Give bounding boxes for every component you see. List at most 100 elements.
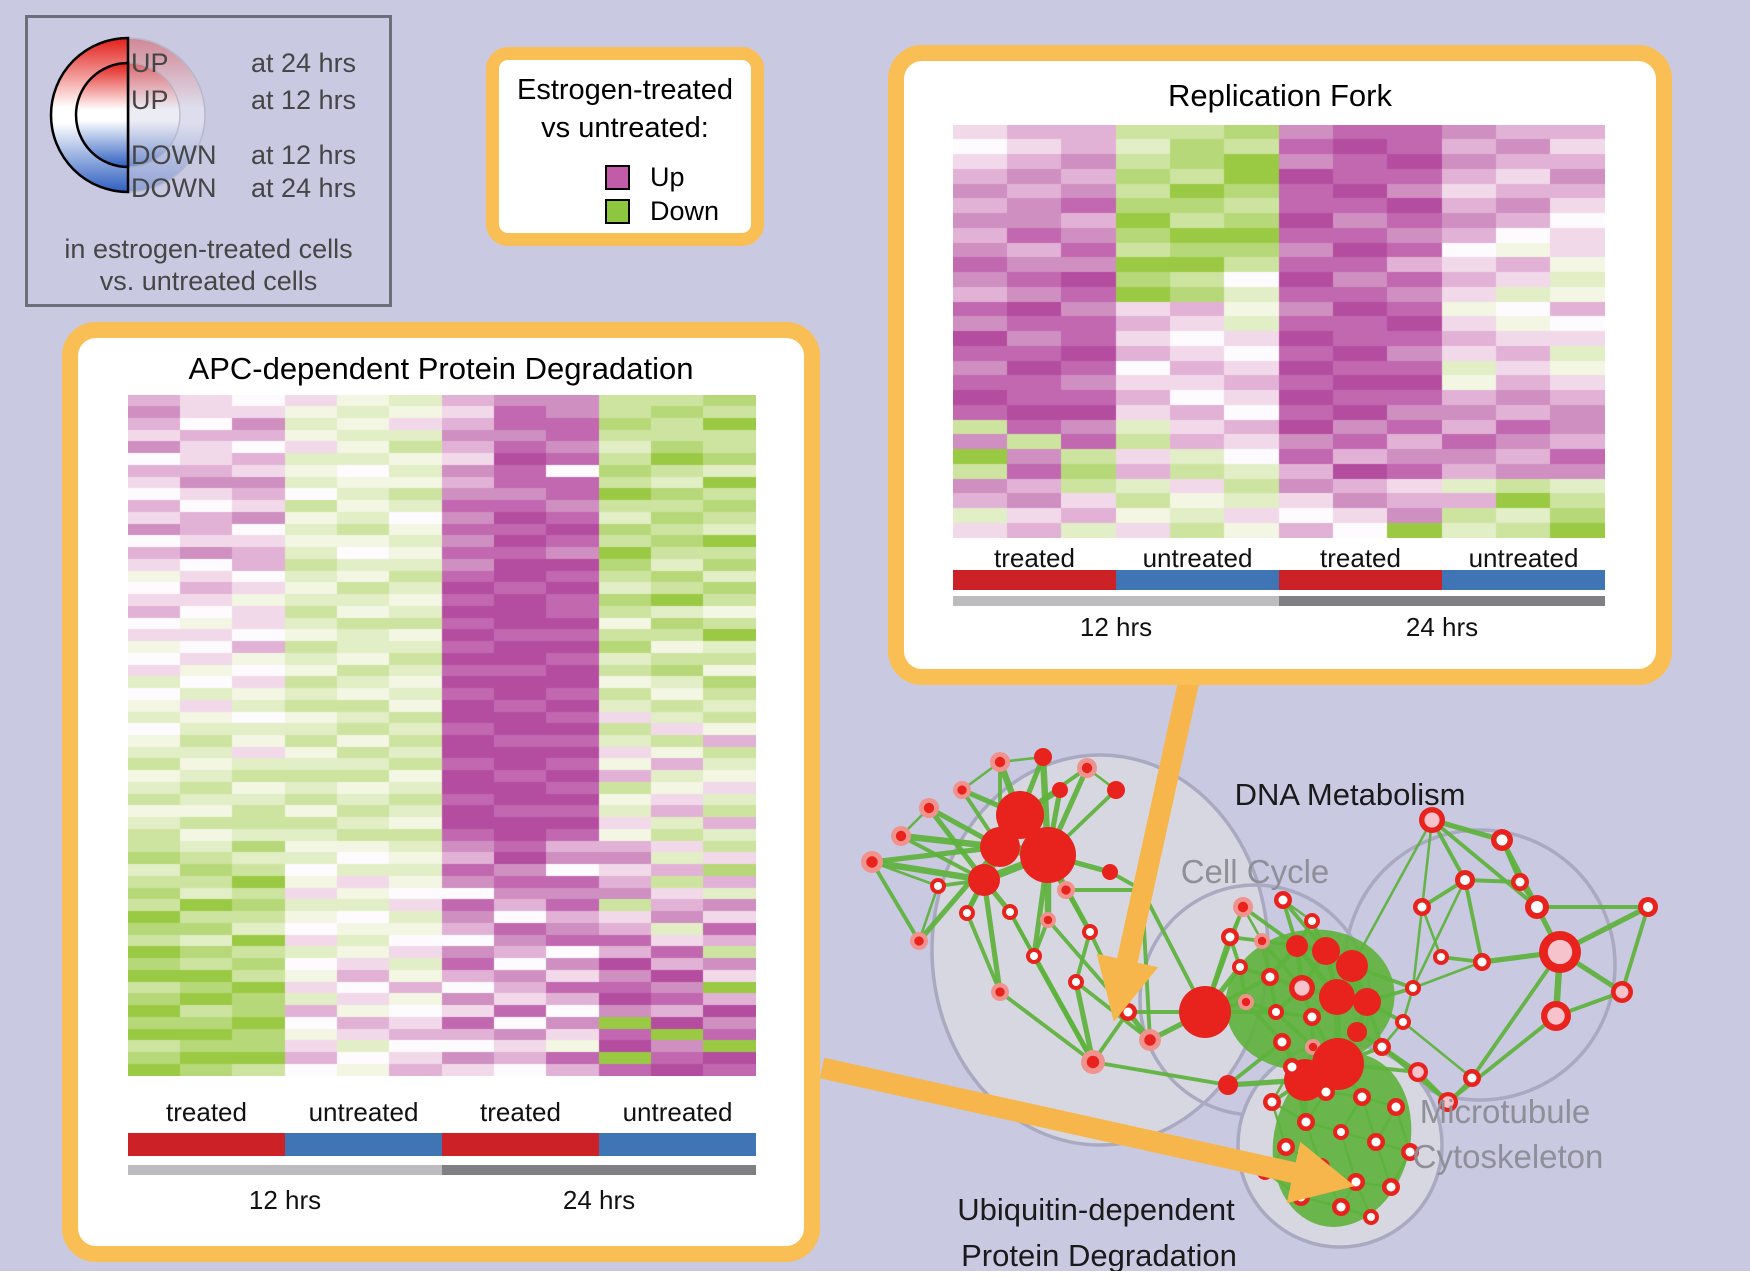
network-node: [1040, 912, 1056, 928]
network-node: [996, 791, 1044, 839]
ring-footer-line2: vs. untreated cells: [99, 266, 318, 296]
down-label: Down: [650, 196, 720, 226]
rf-group-untreated-24: untreated: [1468, 543, 1579, 573]
ring-legend-box: UP at 24 hrs UP at 12 hrs DOWN at 12 hrs…: [25, 15, 392, 307]
network-label-cytoskeleton: Cytoskeleton: [1412, 1138, 1604, 1175]
network-edge: [965, 912, 1002, 993]
network-node: [1491, 829, 1513, 851]
network-node: [1068, 974, 1084, 990]
network-node: [1233, 897, 1253, 917]
network-node: [1511, 873, 1529, 891]
network-node: [1419, 807, 1445, 833]
network-node: [1304, 913, 1320, 929]
network-edge: [1074, 931, 1092, 983]
network-node: [1401, 1143, 1419, 1161]
ring-down12-time: at 12 hrs: [251, 140, 357, 170]
network-edge: [981, 879, 1003, 993]
apc-bar-treated-24: [442, 1133, 599, 1156]
network-node: [1139, 1029, 1161, 1051]
rf-bar-untreated-24: [1442, 570, 1605, 590]
rf-group-treated-12: treated: [994, 543, 1075, 573]
apc-heatmap: [128, 395, 756, 1076]
network-node: [1413, 898, 1431, 916]
network-edge: [870, 861, 921, 942]
rf-time-labels: 12 hrs 24 hrs: [953, 612, 1605, 643]
apc-bar-treated-12: [128, 1133, 285, 1156]
network-node: [1438, 1092, 1458, 1112]
up-label: Up: [650, 162, 685, 192]
network-node: [1303, 1008, 1321, 1026]
network-node: [910, 932, 928, 950]
network-node: [1455, 870, 1475, 890]
network-edge: [1470, 950, 1562, 1080]
rf-timebar-12hrs: [953, 596, 1279, 606]
network-node: [1473, 953, 1491, 971]
network-node: [1034, 748, 1052, 766]
rf-treatment-bars: [953, 570, 1605, 590]
replication-fork-title: Replication Fork: [1168, 78, 1392, 113]
apc-group-labels: treated untreated treated untreated: [128, 1097, 756, 1128]
network-node: [1268, 1004, 1284, 1020]
network-node: [1347, 1022, 1367, 1042]
network-node: [1433, 949, 1449, 965]
network-node: [1382, 1178, 1400, 1196]
network-node: [1317, 1083, 1335, 1101]
network-edge: [1226, 1040, 1284, 1087]
network-node: [1254, 933, 1270, 949]
network-edge: [1446, 1014, 1558, 1104]
ring-down24-label: DOWN: [131, 173, 217, 203]
network-node: [1463, 1069, 1481, 1087]
legend-item-down: Down: [605, 196, 719, 227]
rf-bar-treated-24: [1279, 570, 1442, 590]
network-label-microtubule: Microtubule: [1419, 1093, 1591, 1130]
network-node: [1081, 1050, 1105, 1074]
replication-fork-heatmap: [953, 125, 1605, 538]
network-node: [1107, 781, 1125, 799]
callout-arrow-2: [819, 1057, 1355, 1204]
rf-group-untreated-12: untreated: [1142, 543, 1253, 573]
network-node: [1263, 1093, 1281, 1111]
rf-time-bars: [953, 596, 1605, 606]
rf-label-12hrs: 12 hrs: [1079, 612, 1153, 642]
network-edge: [1350, 819, 1434, 967]
network-node: [1373, 1038, 1391, 1056]
network-node: [1238, 994, 1254, 1010]
network-node: [1353, 1088, 1371, 1106]
network-node: [968, 864, 1000, 896]
network-node: [1312, 937, 1340, 965]
rf-bar-treated-12: [953, 570, 1116, 590]
rf-timebar-24hrs: [1279, 596, 1605, 606]
ring-up24-time: at 24 hrs: [251, 48, 357, 78]
updown-legend-title-line2: vs untreated:: [541, 112, 709, 144]
apc-time-bars: [128, 1165, 756, 1175]
ring-footer-line1: in estrogen-treated cells: [64, 234, 353, 264]
network-node: [1057, 881, 1075, 899]
network-node: [861, 851, 883, 873]
network-node: [1119, 1003, 1137, 1021]
updown-ring-icon: [49, 36, 206, 194]
network-node: [959, 905, 975, 921]
apc-timebar-12hrs: [128, 1165, 442, 1175]
network-node: [1347, 1173, 1365, 1191]
apc-label-12hrs: 12 hrs: [248, 1185, 322, 1215]
network-label-ubiquitin-line1: Ubiquitin-dependent: [957, 1192, 1235, 1227]
legend-item-up: Up: [605, 162, 685, 193]
network-edge: [917, 845, 1002, 943]
network-node: [1332, 1198, 1350, 1216]
network-edge: [1412, 960, 1483, 990]
network-label-cell-cycle: Cell Cycle: [1180, 853, 1330, 890]
apc-timebar-24hrs: [442, 1165, 756, 1175]
network-node: [1363, 1209, 1379, 1225]
ring-up12-time: at 12 hrs: [251, 85, 357, 115]
network-node: [1026, 948, 1042, 964]
network-node: [1273, 1033, 1291, 1051]
network-label-ubiquitin-line2: Protein Degradation: [961, 1238, 1237, 1273]
network-node: [1405, 980, 1421, 996]
updown-legend-title-line1: Estrogen-treated: [516, 74, 733, 106]
network-edge: [871, 858, 985, 884]
rf-group-labels: treated untreated treated untreated: [953, 543, 1605, 574]
apc-group-untreated-12: untreated: [308, 1097, 419, 1127]
network-node: [919, 798, 939, 818]
apc-time-labels: 12 hrs 24 hrs: [128, 1185, 756, 1216]
